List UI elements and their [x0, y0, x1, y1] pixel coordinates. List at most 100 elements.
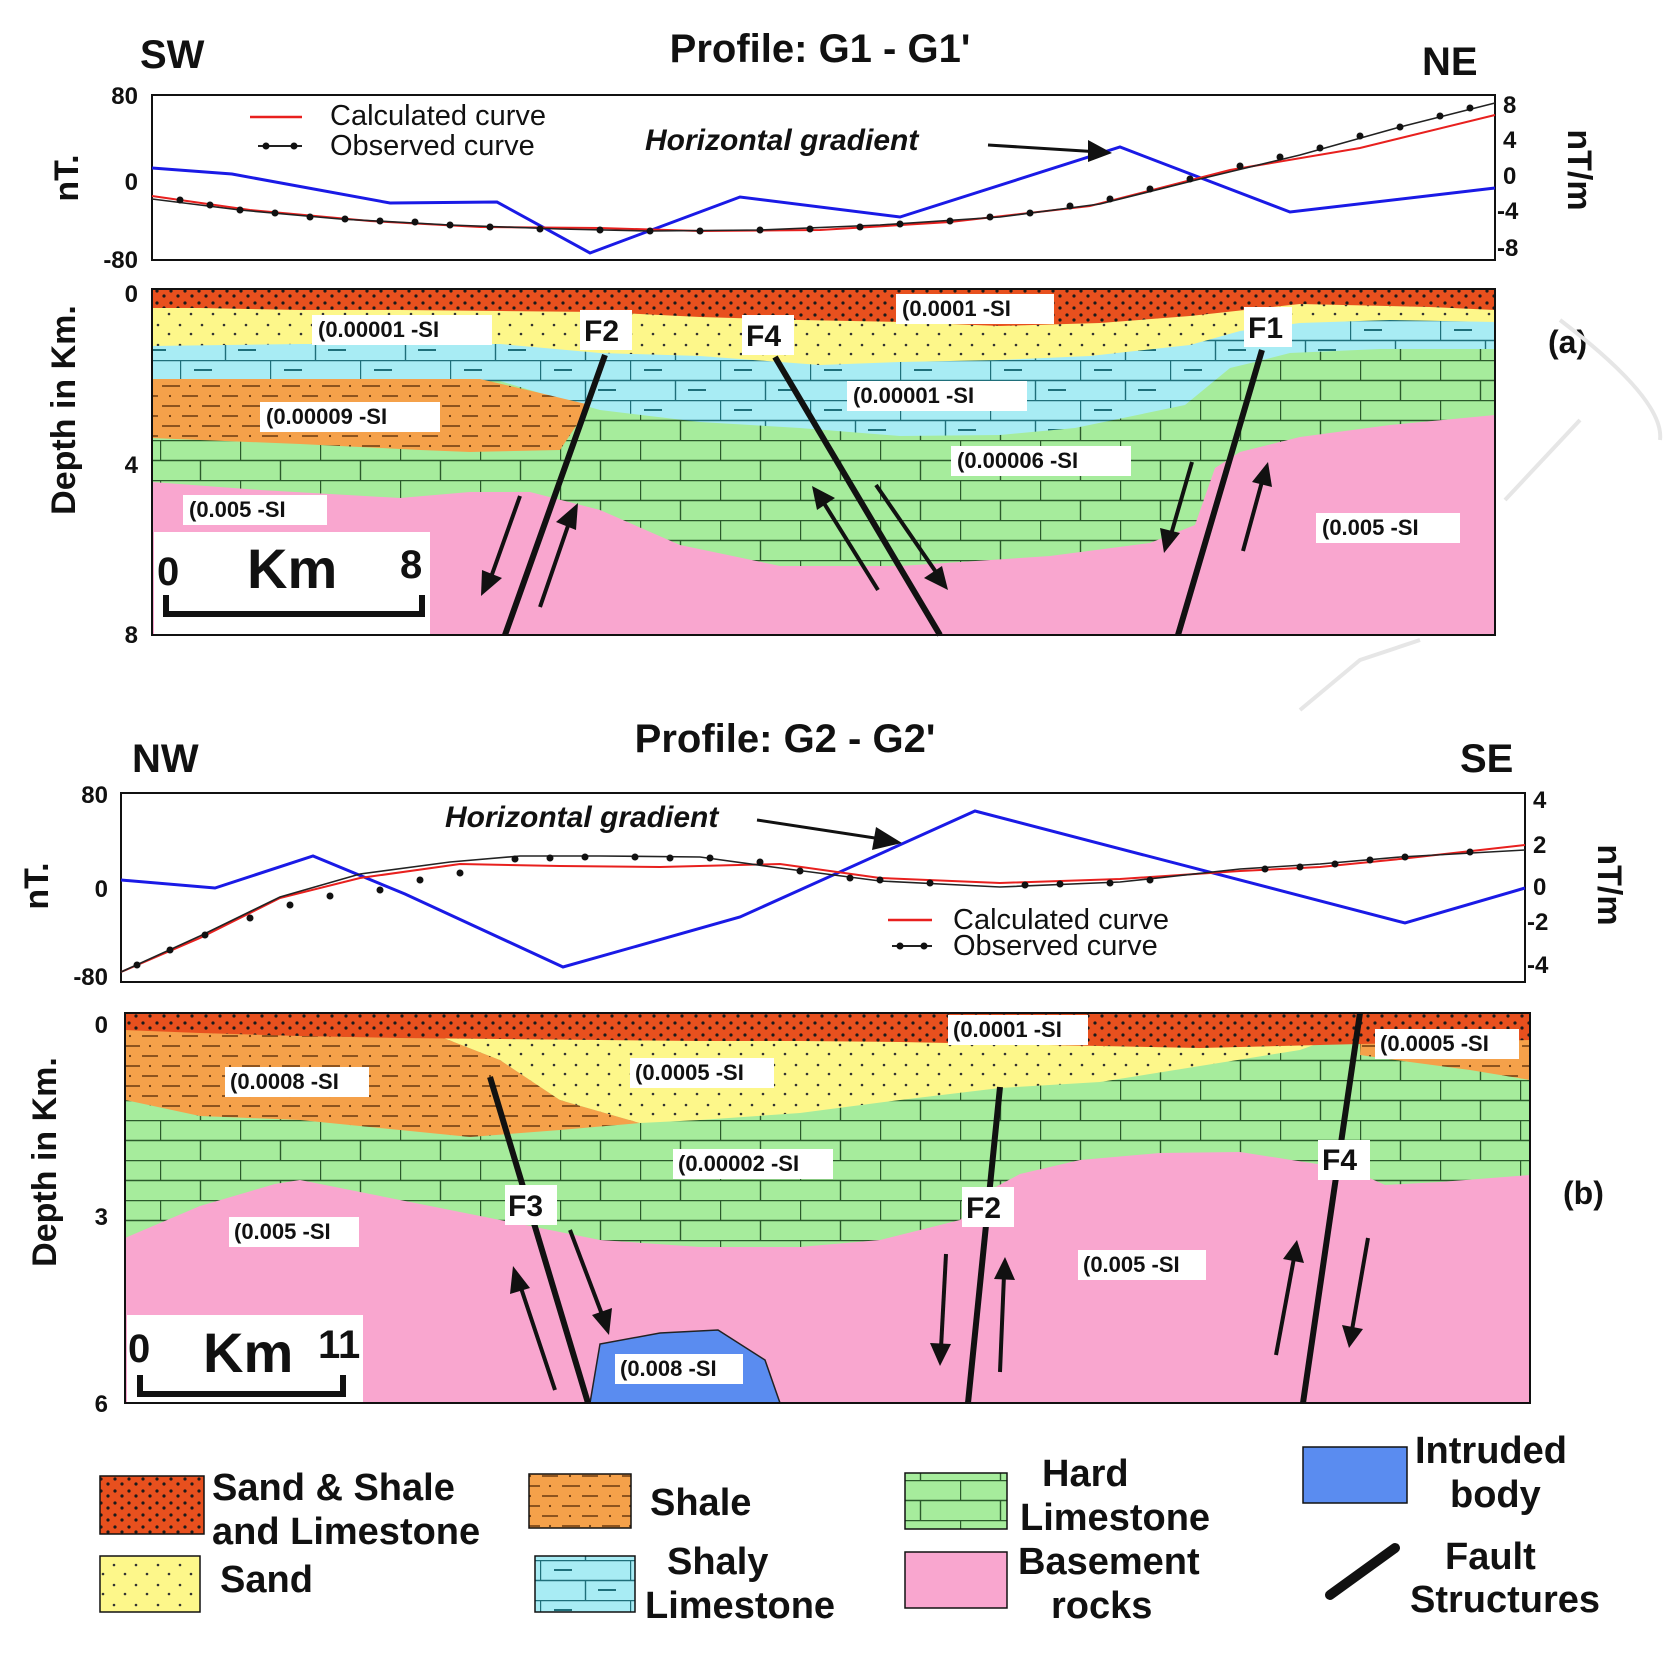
profile-b-legend-obs-marker — [896, 942, 904, 950]
profile-b-legend-obs-marker-2 — [920, 942, 928, 950]
profile-b-slip-arrows — [510, 1229, 1370, 1391]
profile-a-legend-obs-label: Observed curve — [330, 130, 535, 162]
profile-a-fault-label-f4: F4 — [746, 320, 781, 353]
profile-b-tick-left-neg80: -80 — [73, 964, 108, 991]
profile-a-left-axis-label: nT. — [48, 154, 86, 201]
legend-label-fault-2: Structures — [1410, 1579, 1600, 1621]
profile-a-section-frame — [151, 288, 1496, 636]
profile-b-observed-curve — [120, 849, 1526, 973]
profile-a-legend-obs-marker — [262, 142, 270, 150]
susc-label: (0.0005 -SI — [1380, 1031, 1489, 1056]
profile-b-fault-f2 — [965, 1086, 1003, 1404]
profile-b-right-axis-label: nT/m — [1590, 844, 1628, 925]
susc-label: (0.0005 -SI — [635, 1060, 744, 1085]
profile-b-right-direction: SE — [1460, 737, 1513, 781]
profile-a-legend-calc-label: Calculated curve — [330, 100, 546, 132]
profile-b-magnetic-plot-frame — [120, 792, 1526, 983]
profile-a-scale-right: 8 — [400, 543, 422, 587]
legend-label-base-1: Basement — [1018, 1541, 1200, 1583]
profile-a-susc-labels: (0.0001 -SI (0.00001 -SI (0.00001 -SI (0… — [183, 294, 1460, 543]
profile-b-gradient-arrowhead — [872, 827, 902, 850]
profile-b-depth-tick-0: 0 — [95, 1012, 108, 1039]
susc-label: (0.005 -SI — [1322, 515, 1419, 540]
profile-a-tick-right-8: 8 — [1503, 92, 1516, 119]
profile-a-scale-left: 0 — [157, 550, 179, 594]
profile-b-scale-bar — [137, 1375, 346, 1397]
susc-label: (0.00009 -SI — [266, 404, 387, 429]
profile-b-scale-unit: Km — [203, 1321, 293, 1384]
susc-label: (0.00006 -SI — [957, 448, 1078, 473]
faint-watermark-curve — [1298, 318, 1663, 712]
susc-label: (0.00002 -SI — [678, 1151, 799, 1176]
profile-a-gradient-label: Horizontal gradient — [645, 124, 920, 157]
profile-b-observed-markers — [133, 848, 1474, 969]
legend-label-fault-1: Fault — [1445, 1536, 1536, 1578]
profile-b-scale-left: 0 — [128, 1327, 150, 1371]
legend-label-intr-2: body — [1450, 1474, 1541, 1516]
susc-label: (0.0008 -SI — [230, 1069, 339, 1094]
profile-b-left-direction: NW — [132, 737, 199, 781]
profile-b-tick-right-4: 4 — [1533, 787, 1547, 814]
profile-a-depth-tick-8: 8 — [125, 622, 138, 649]
profile-a-fault-f2 — [502, 353, 608, 637]
legend-swatch-sand — [99, 1555, 201, 1613]
profile-a-legend-obs-marker-2 — [290, 142, 298, 150]
profile-a-depth-tick-4: 4 — [125, 452, 139, 479]
profile-a-depth-tick-0: 0 — [125, 281, 138, 308]
legend-label-shaly-2: Limestone — [645, 1585, 835, 1627]
profile-b-fault-f4 — [1300, 1012, 1363, 1404]
profile-a-panel-label: (a) — [1548, 324, 1587, 360]
susc-label: (0.0001 -SI — [902, 296, 1011, 321]
profile-a-tick-right-4: 4 — [1503, 127, 1517, 154]
profile-a-fault-label-f1: F1 — [1248, 312, 1283, 345]
profile-a-left-direction: SW — [140, 33, 205, 77]
legend-label-sand-shale-2: and Limestone — [212, 1511, 480, 1553]
profile-a-gradient-curve — [151, 145, 1496, 255]
profile-b-left-axis-label: nT. — [18, 862, 56, 909]
profile-b-tick-right-0: 0 — [1533, 874, 1546, 901]
legend-label-hard-1: Hard — [1042, 1453, 1129, 1495]
profile-b-scale-box — [127, 1315, 363, 1402]
susc-label: (0.0001 -SI — [953, 1017, 1062, 1042]
profile-a-right-direction: NE — [1422, 40, 1478, 84]
profile-a-scale-unit: Km — [247, 537, 337, 600]
legend-label-hard-2: Limestone — [1020, 1497, 1210, 1539]
lithology-legend: Sand & Shale and Limestone Sand Shale Sh… — [99, 1430, 1600, 1627]
profile-a-observed-curve — [151, 102, 1496, 232]
susc-label: (0.00001 -SI — [853, 383, 974, 408]
profile-a-tick-right-neg4: -4 — [1497, 198, 1519, 225]
profile-a-right-axis-label: nT/m — [1560, 129, 1598, 210]
legend-label-sand-shale-1: Sand & Shale — [212, 1467, 455, 1509]
profile-b-scale-right: 11 — [318, 1323, 360, 1367]
legend-label-intr-1: Intruded — [1415, 1430, 1567, 1472]
legend-swatch-basement — [904, 1551, 1008, 1609]
profile-b-panel-label: (b) — [1563, 1175, 1604, 1211]
legend-label-shale: Shale — [650, 1482, 751, 1524]
profile-b-section-frame — [124, 1012, 1531, 1404]
profile-b-tick-right-neg2: -2 — [1527, 909, 1548, 936]
profile-b-gradient-curve — [120, 809, 1526, 969]
profile-a-magnetic-plot-frame — [151, 94, 1496, 261]
profile-b-sand-shale-limestone — [125, 1013, 1530, 1048]
legend-label-sand: Sand — [220, 1559, 313, 1601]
profile-a-tick-right-0: 0 — [1503, 163, 1516, 190]
profile-b-gradient-label: Horizontal gradient — [445, 801, 720, 834]
profile-b-depth-axis-label: Depth in Km. — [26, 1057, 64, 1267]
profile-b-tick-left-80: 80 — [81, 782, 108, 809]
profile-a-depth-axis-label: Depth in Km. — [45, 305, 83, 515]
profile-b-title: Profile: G2 - G2' — [635, 717, 936, 761]
profile-a-scale-bar — [163, 595, 425, 617]
legend-label-shaly-1: Shaly — [667, 1541, 768, 1583]
profile-a-fault-label-f2: F2 — [584, 315, 619, 348]
susc-label: (0.005 -SI — [189, 497, 286, 522]
profile-a-title: Profile: G1 - G1' — [670, 27, 971, 71]
susc-label: (0.008 -SI — [620, 1356, 717, 1381]
legend-swatch-sand-shale-limestone — [99, 1475, 205, 1535]
profile-b-legend-obs-label: Observed curve — [953, 930, 1158, 962]
legend-swatch-hard-limestone — [904, 1472, 1008, 1530]
profile-a-observed-markers — [176, 104, 1474, 235]
profile-b-tick-left-0: 0 — [95, 876, 108, 903]
profile-b-depth-tick-3: 3 — [95, 1204, 108, 1231]
susc-label: (0.005 -SI — [234, 1219, 331, 1244]
susc-label: (0.00001 -SI — [318, 317, 439, 342]
